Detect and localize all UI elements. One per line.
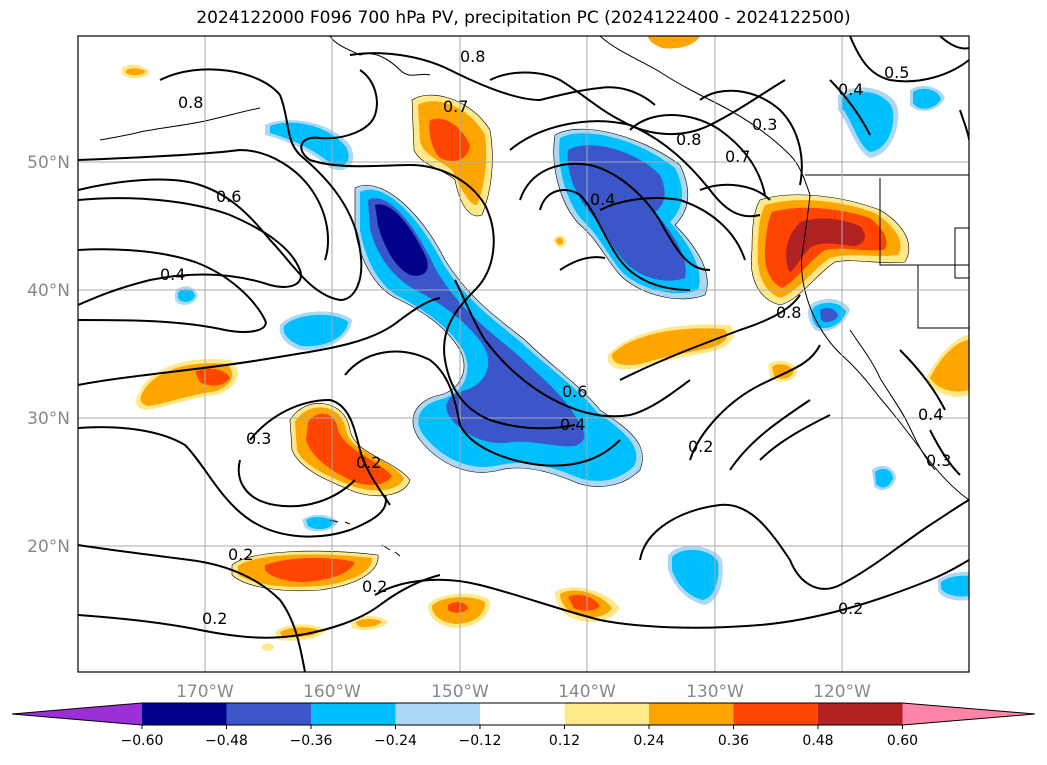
longitude-label: 160°W — [303, 682, 361, 702]
contour-label: 0.7 — [725, 147, 750, 166]
colorbar-segment — [649, 703, 734, 725]
contour-label: 0.8 — [676, 130, 701, 149]
positive-precip-shading — [122, 36, 969, 651]
colorbar-extension-low — [12, 703, 142, 725]
contour-label: 0.2 — [362, 577, 387, 596]
colorbar-segment — [733, 703, 819, 725]
longitude-label: 170°W — [176, 682, 234, 702]
colorbar-ticks: −0.60 −0.48 −0.36 −0.24 −0.12 0.12 0.24 0.36 0.4… — [121, 725, 918, 749]
contour-label: 0.2 — [228, 545, 253, 564]
longitude-label: 150°W — [431, 682, 489, 702]
colorbar-segment — [818, 703, 903, 725]
contour-label: 0.8 — [460, 47, 485, 66]
latitude-labels: 50°N 40°N 30°N 20°N — [27, 153, 70, 557]
contour-label: 0.5 — [884, 63, 909, 82]
pv-contours — [78, 36, 969, 672]
contour-label: 0.4 — [590, 190, 615, 209]
contour-label: 0.7 — [443, 97, 468, 116]
contour-label: 0.3 — [926, 451, 951, 470]
colorbar-tick-label: 0.12 — [549, 733, 580, 749]
contour-label: 0.4 — [160, 265, 185, 284]
contour-label: 0.4 — [560, 415, 585, 434]
colorbar-tick-label: −0.36 — [290, 733, 333, 749]
colorbar-tick-label: 0.24 — [633, 733, 664, 749]
contour-label: 0.2 — [356, 453, 381, 472]
latitude-label: 50°N — [27, 153, 70, 173]
longitude-label: 140°W — [558, 682, 616, 702]
contour-label: 0.2 — [202, 609, 227, 628]
contour-label: 0.2 — [838, 599, 863, 618]
latitude-label: 40°N — [27, 281, 70, 301]
gridlines — [78, 36, 969, 672]
contour-label: 0.4 — [918, 405, 943, 424]
colorbar-segment — [142, 703, 227, 725]
longitude-label: 120°W — [813, 682, 871, 702]
map-title: 2024122000 F096 700 hPa PV, precipitatio… — [196, 8, 851, 28]
colorbar-segment — [226, 703, 312, 725]
colorbar-segment — [395, 703, 481, 725]
contour-label: 0.4 — [838, 80, 863, 99]
colorbar-segments — [11, 702, 1036, 726]
colorbar-segment — [480, 703, 565, 725]
colorbar-extension-high — [902, 703, 1035, 725]
colorbar-segment — [311, 703, 396, 725]
latitude-label: 20°N — [27, 537, 70, 557]
colorbar-tick-label: −0.48 — [205, 733, 248, 749]
contour-label: 0.6 — [562, 382, 587, 401]
colorbar-tick-label: −0.24 — [374, 733, 417, 749]
latitude-label: 30°N — [27, 409, 70, 429]
map-frame — [77, 35, 970, 673]
colorbar: −0.60 −0.48 −0.36 −0.24 −0.12 0.12 0.24 0.36 0.4… — [11, 702, 1036, 749]
longitude-label: 130°W — [686, 682, 744, 702]
contour-label: 0.6 — [216, 187, 241, 206]
contour-labels: 0.8 0.8 0.7 0.8 0.7 0.3 0.5 0.4 0.6 0.4 … — [160, 47, 951, 628]
contour-label: 0.8 — [178, 93, 203, 112]
colorbar-tick-label: 0.36 — [718, 733, 749, 749]
colorbar-tick-label: −0.60 — [121, 733, 164, 749]
colorbar-segment — [564, 703, 650, 725]
colorbar-tick-label: 0.60 — [887, 733, 918, 749]
longitude-labels: 170°W 160°W 150°W 140°W 130°W 120°W — [176, 682, 871, 702]
contour-label: 0.8 — [776, 303, 801, 322]
colorbar-tick-label: 0.48 — [802, 733, 833, 749]
colorbar-tick-label: −0.12 — [459, 733, 502, 749]
contour-label: 0.3 — [752, 115, 777, 134]
contour-label: 0.2 — [688, 437, 713, 456]
contour-label: 0.3 — [246, 429, 271, 448]
